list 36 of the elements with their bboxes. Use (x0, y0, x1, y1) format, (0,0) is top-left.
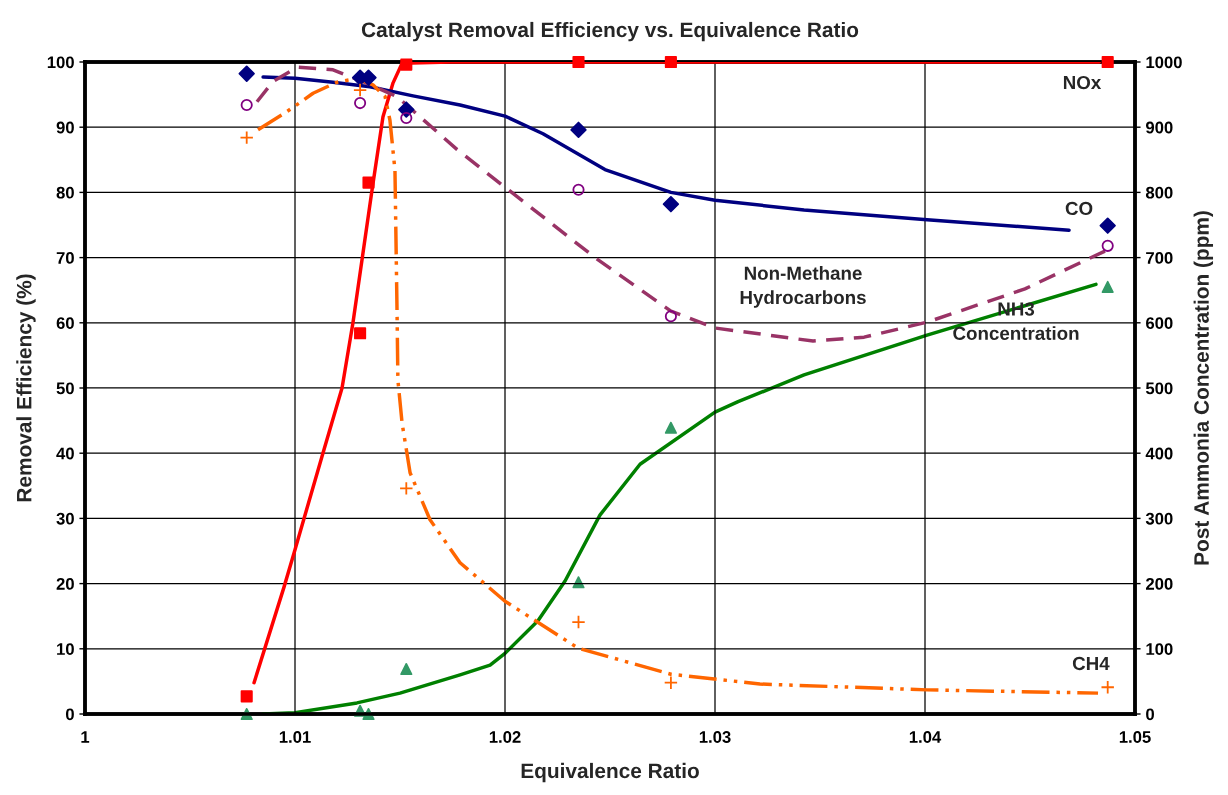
x-axis-title: Equivalence Ratio (521, 762, 699, 783)
x-tick-label: 1.02 (489, 731, 521, 743)
y-tick-label: 100 (47, 56, 74, 69)
x-tick-label: 1.05 (1119, 731, 1151, 743)
annotation: CO (1065, 201, 1093, 216)
y-tick-label: 10 (57, 643, 74, 655)
annotation: Non-Methane Hydrocarbons (740, 266, 866, 308)
y-tick-label: 60 (56, 317, 74, 329)
x-tick-label: 1.04 (909, 731, 942, 743)
y2-tick-label: 1000 (1146, 56, 1182, 69)
y2-tick-label: 400 (1145, 447, 1173, 460)
annotation: NOx (1063, 75, 1102, 90)
y-tick-label: 40 (56, 447, 74, 460)
y2-axis-title: Post Ammonia Concentration (ppm) (1193, 211, 1214, 565)
y2-tick-label: 800 (1145, 186, 1173, 199)
y-tick-label: 50 (56, 382, 74, 395)
y2-tick-label: 600 (1146, 317, 1173, 329)
y2-tick-label: 700 (1146, 252, 1173, 264)
chart-title: Catalyst Removal Efficiency vs. Equivalence Ratio (361, 21, 859, 42)
x-tick-label: 1.03 (699, 731, 731, 743)
y2-tick-label: 100 (1146, 643, 1173, 655)
y2-tick-label: 0 (1146, 708, 1154, 721)
y-tick-label: 20 (56, 578, 74, 590)
y-tick-label: 80 (56, 186, 74, 199)
y2-tick-label: 200 (1145, 578, 1173, 590)
annotation: CH4 (1072, 656, 1110, 671)
y-axis-title: Removal Efficiency (%) (16, 274, 36, 502)
y-tick-label: 0 (65, 708, 74, 721)
x-tick-label: 1 (81, 731, 90, 743)
y-tick-label: 30 (56, 512, 74, 525)
y-tick-label: 70 (56, 252, 74, 264)
x-tick-label: 1.01 (279, 731, 311, 743)
y2-tick-label: 500 (1145, 382, 1173, 395)
y2-tick-label: 900 (1145, 121, 1173, 134)
y2-tick-label: 300 (1145, 512, 1173, 525)
y-tick-label: 90 (56, 121, 74, 134)
